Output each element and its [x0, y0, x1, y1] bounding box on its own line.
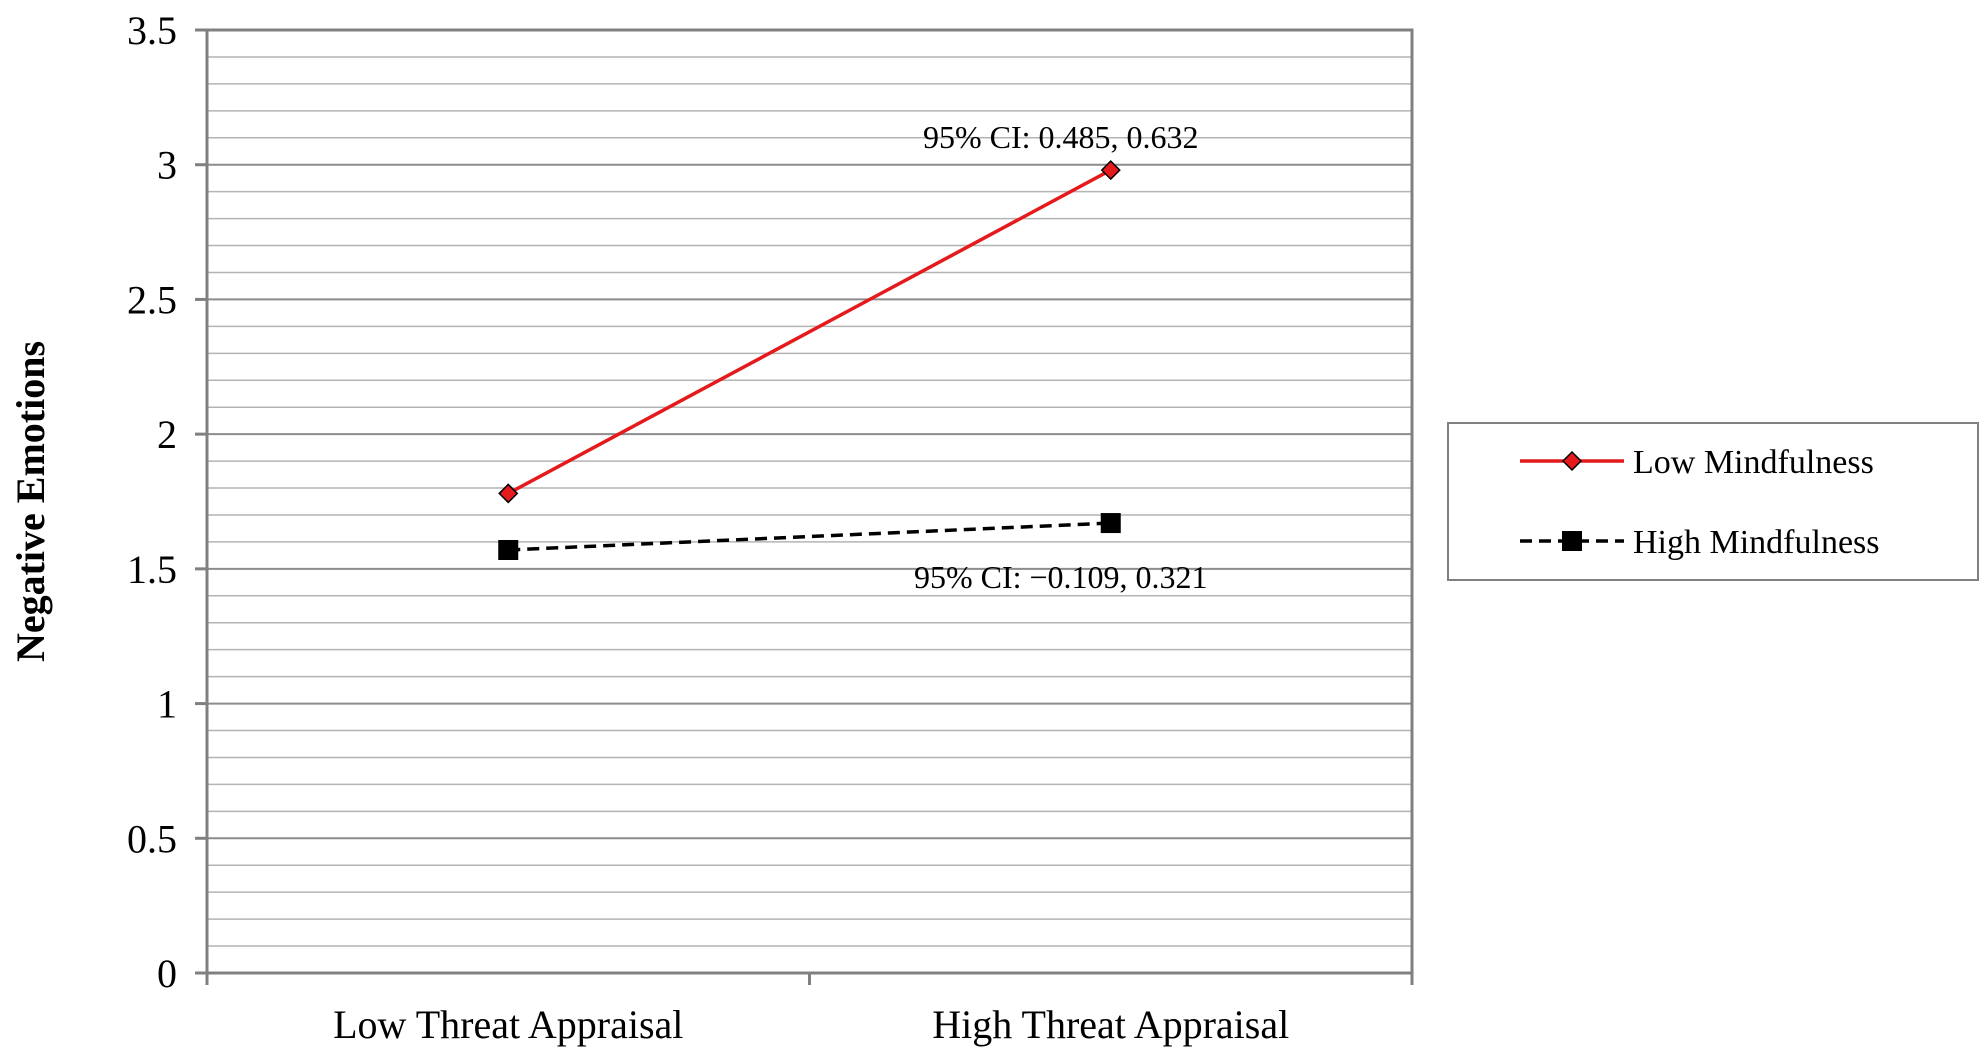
- y-tick-labels: 0 0.5 1 1.5 2 2.5 3 3.5: [127, 8, 177, 996]
- data-point-marker: [1100, 160, 1121, 181]
- series-low-mindfulness: [498, 160, 1121, 504]
- data-point-marker: [498, 539, 519, 560]
- y-tick-label: 3: [157, 143, 177, 188]
- legend-entry: Low Mindfulness: [1520, 444, 1874, 481]
- x-category-label: Low Threat Appraisal: [333, 1002, 683, 1047]
- series-line: [508, 521, 1111, 552]
- gridlines: [207, 56, 1412, 947]
- legend-label: High Mindfulness: [1633, 524, 1880, 561]
- series-line: [507, 168, 1112, 495]
- legend-box: [1447, 422, 1979, 581]
- ci-annotation: 95% CI: 0.485, 0.632: [923, 119, 1199, 155]
- y-tick-label: 0: [157, 951, 177, 996]
- x-category-labels: Low Threat Appraisal High Threat Appraisa…: [333, 1002, 1289, 1047]
- series-high-mindfulness: [498, 513, 1121, 560]
- y-tick-label: 2: [157, 412, 177, 457]
- data-point-marker: [1561, 450, 1583, 472]
- x-category-label: High Threat Appraisal: [932, 1002, 1289, 1047]
- y-tick-label: 3.5: [127, 8, 177, 53]
- legend-label: Low Mindfulness: [1633, 444, 1874, 481]
- legend: Low Mindfulness High Mindfulness: [1447, 422, 1979, 581]
- plot-area: [205, 28, 1414, 975]
- y-axis-label: Negative Emotions: [8, 341, 53, 662]
- axes: [195, 28, 1414, 985]
- legend-entry: High Mindfulness: [1520, 524, 1880, 561]
- y-tick-label: 1: [157, 682, 177, 727]
- y-tick-label: 1.5: [127, 547, 177, 592]
- series-layer: [498, 160, 1121, 560]
- annotations: 95% CI: 0.485, 0.632 95% CI: −0.109, 0.32…: [914, 119, 1208, 595]
- data-point-marker: [1562, 531, 1582, 551]
- ci-annotation: 95% CI: −0.109, 0.321: [914, 559, 1208, 595]
- data-point-marker: [498, 483, 519, 504]
- y-tick-label: 0.5: [127, 816, 177, 861]
- y-tick-label: 2.5: [127, 277, 177, 322]
- data-point-marker: [1100, 513, 1121, 534]
